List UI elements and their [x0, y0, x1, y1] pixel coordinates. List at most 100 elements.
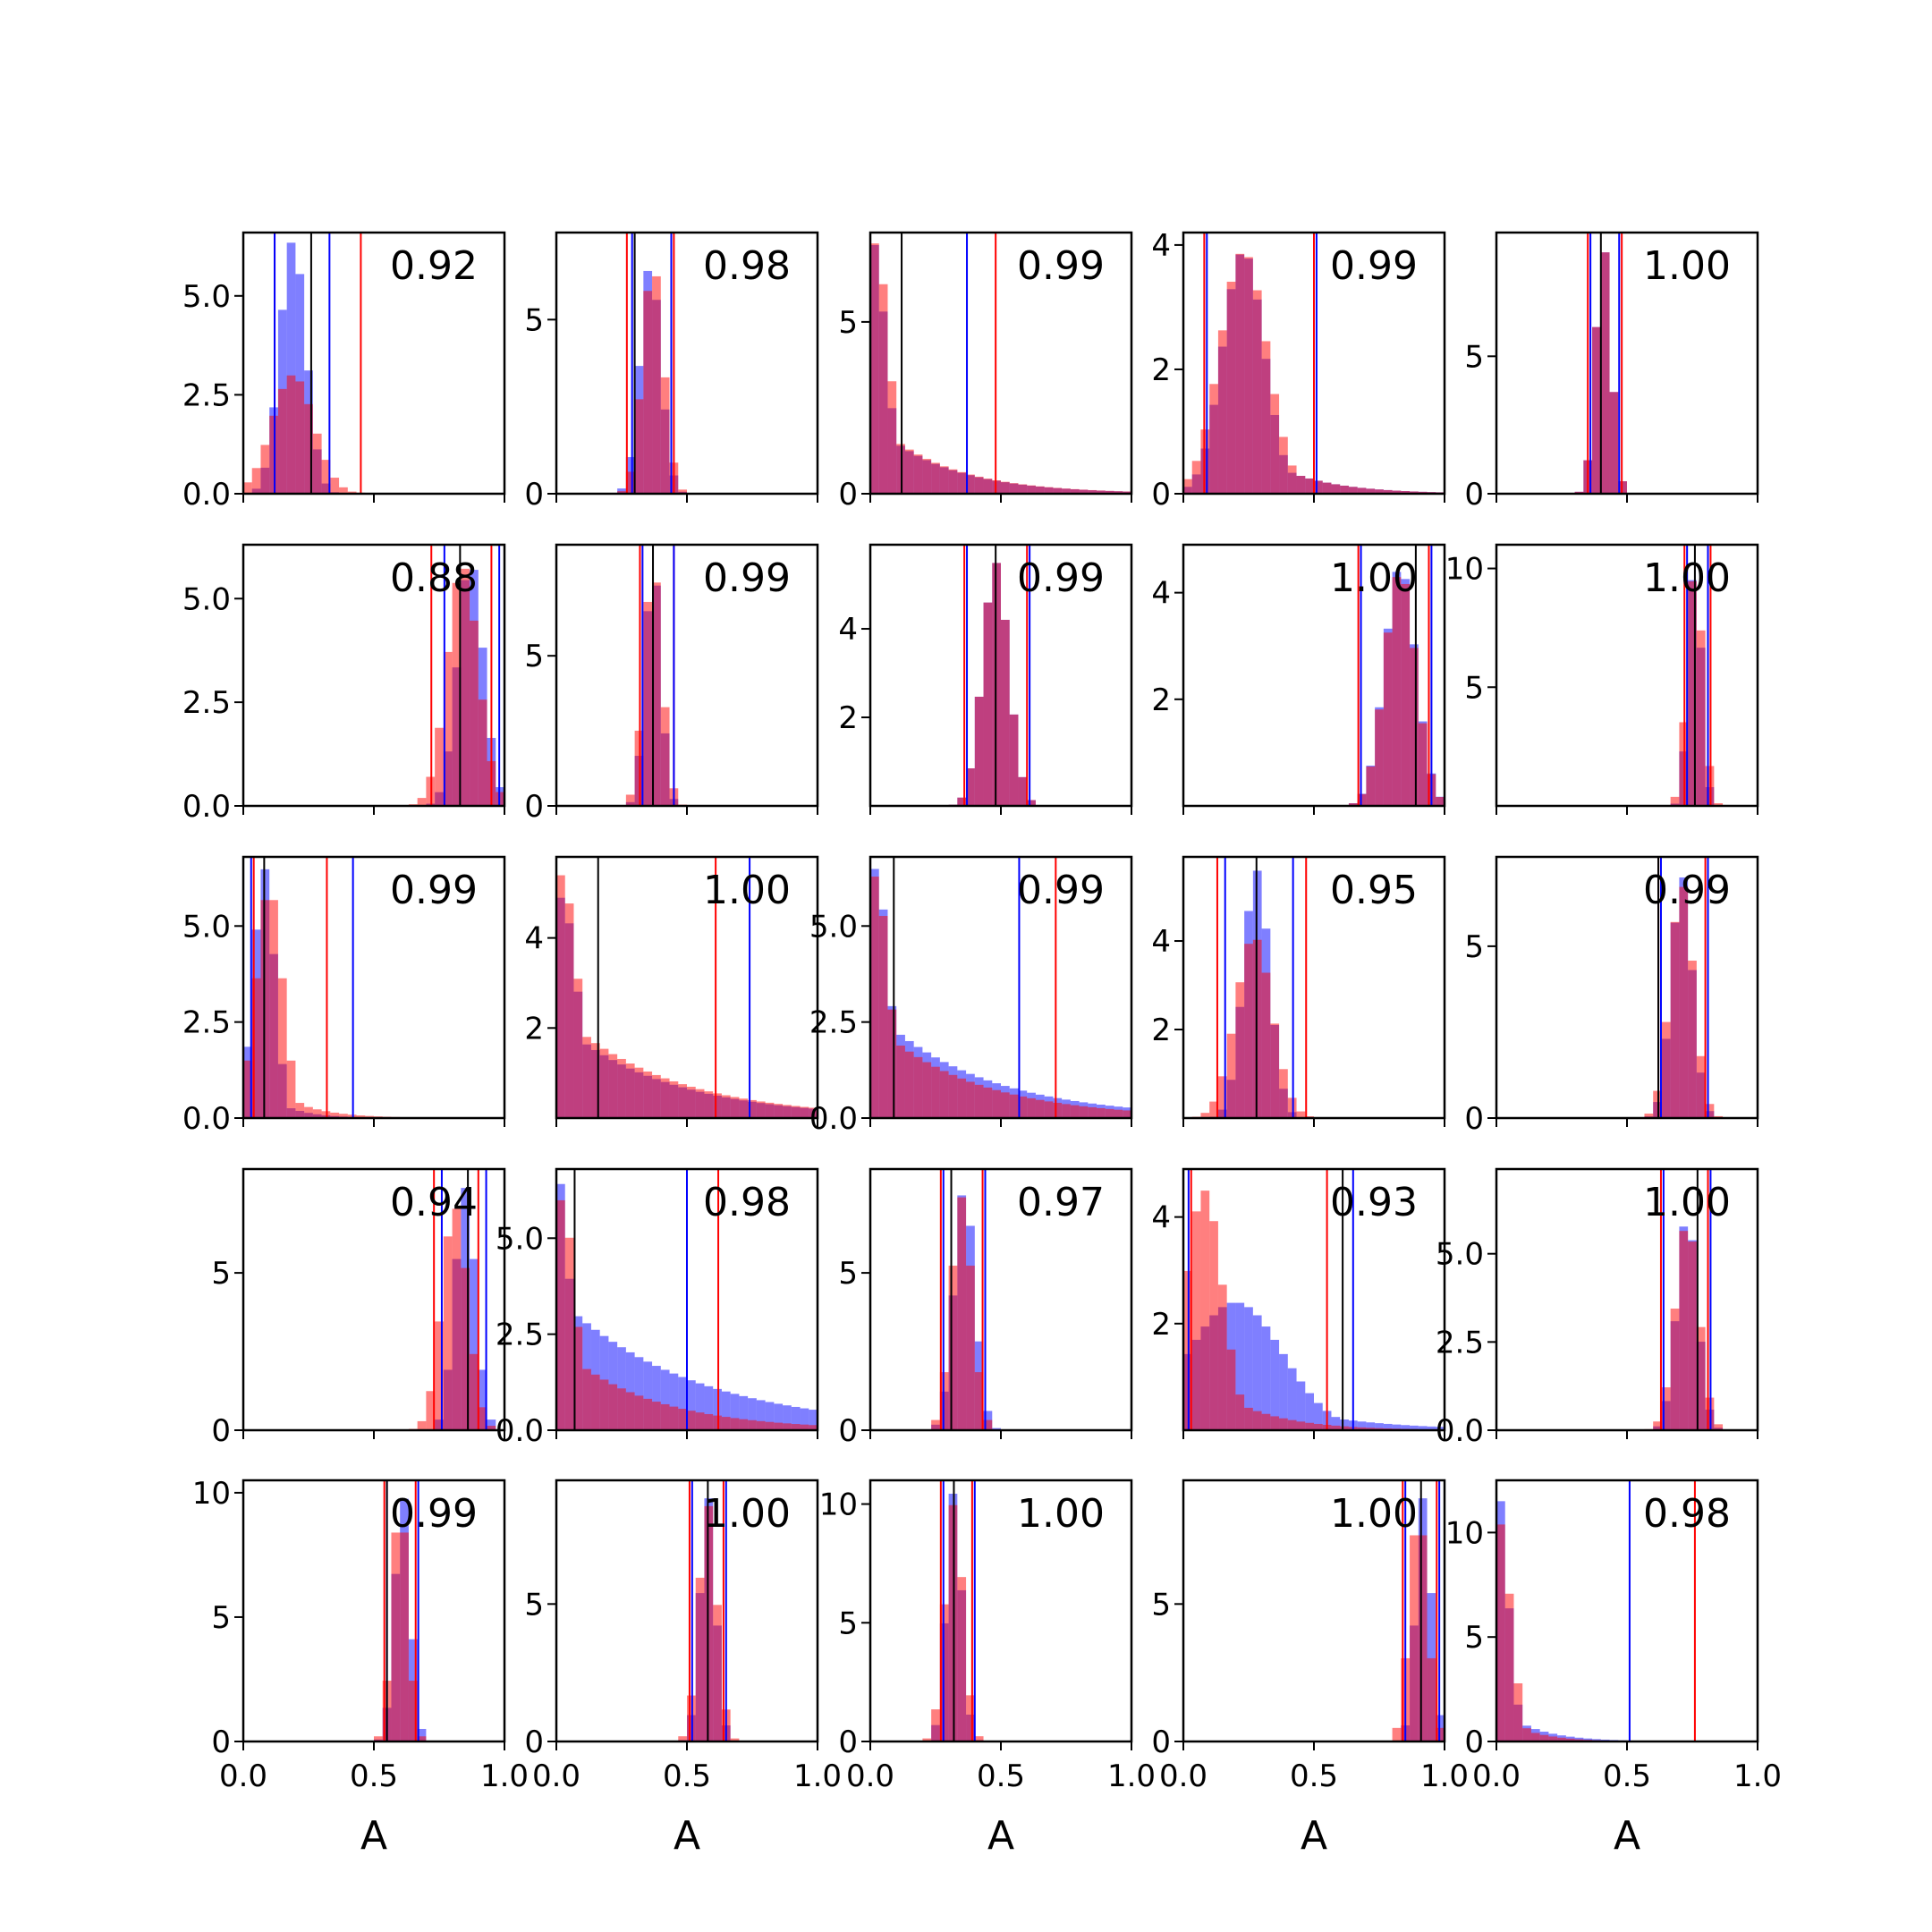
panel-annotation: 0.94 [390, 1180, 478, 1225]
histogram-bar-red [1123, 491, 1131, 494]
histogram-bar-red [660, 1403, 670, 1430]
x-tick-label: 1.0 [480, 1758, 529, 1794]
histogram-bar-red [1679, 886, 1689, 1118]
histogram-bar-red [608, 1054, 618, 1118]
histogram-bar-red [1436, 796, 1445, 806]
histogram-bar-red [625, 794, 635, 806]
histogram-bar-red [966, 1695, 975, 1741]
histogram-bar-red [564, 1237, 574, 1430]
histogram-bar-red [478, 1407, 487, 1430]
y-tick-label: 2.5 [182, 377, 231, 413]
histogram-bar-blue [634, 1357, 644, 1430]
histogram-bar-red [678, 1084, 687, 1118]
histogram-bar-red [652, 1402, 661, 1430]
histogram-bar-red [966, 1266, 975, 1430]
histogram-bar-red [660, 377, 670, 494]
y-tick-label: 5 [1464, 1620, 1484, 1656]
histogram-bar-blue [1392, 1424, 1402, 1430]
histogram-bar-red [1296, 1421, 1306, 1430]
histogram-bar-red [1688, 580, 1697, 806]
histogram-bar-red [992, 1089, 1001, 1118]
histogram-bar-red [1427, 1657, 1436, 1741]
histogram-bar-red [461, 1267, 470, 1430]
histogram-bar-red [312, 1109, 322, 1118]
histogram-bar-red [1287, 1419, 1297, 1430]
histogram-bar-red [1496, 1524, 1505, 1741]
histogram-bar-red [1027, 800, 1036, 806]
panel-plot-area [374, 1480, 427, 1741]
histogram-bar-red [1357, 1427, 1367, 1430]
histogram-bar-red [652, 275, 661, 494]
histogram-bar-red [870, 243, 879, 494]
panel-2-3: 0.95 2 4 [1151, 855, 1446, 1127]
histogram-bar-blue [1427, 1426, 1436, 1430]
panel-plot-area [408, 1169, 504, 1430]
histogram-bar-red [1714, 803, 1724, 806]
histogram-bar-blue [417, 1728, 427, 1741]
histogram-bar-red [800, 1424, 809, 1430]
histogram-bar-red [1305, 1422, 1314, 1430]
histogram-bar-blue [1340, 1419, 1349, 1430]
panel-annotation: 0.92 [390, 243, 478, 289]
x-tick-label: 0.5 [1290, 1758, 1338, 1794]
panel-plot-area [243, 233, 366, 494]
panel-2-1: 1.00 2 4 [524, 855, 819, 1127]
histogram-bar-red [1322, 482, 1332, 494]
histogram-bar-red [730, 1097, 740, 1118]
panel-plot-area [922, 1480, 984, 1741]
y-tick-label: 5 [524, 639, 544, 674]
histogram-bar-red [1209, 1101, 1218, 1118]
histogram-bar-blue [730, 1394, 740, 1430]
histogram-bar-red [643, 1071, 653, 1118]
histogram-bar-red [582, 1037, 591, 1118]
x-axis-label: A [674, 1813, 700, 1859]
histogram-bar-red [1018, 1096, 1028, 1118]
panel-0-2: 0.99 0 5 [838, 231, 1133, 513]
histogram-bar-red [1088, 1106, 1097, 1118]
histogram-bar-red [739, 1419, 749, 1430]
panel-annotation: 0.99 [390, 868, 478, 913]
panel-plot-area [556, 857, 818, 1118]
histogram-bar-red [417, 1420, 427, 1430]
histogram-bar-red [1035, 486, 1045, 494]
histogram-bar-red [1261, 1413, 1271, 1430]
x-tick-label: 0.0 [846, 1758, 894, 1794]
histogram-bar-red [1557, 1737, 1566, 1741]
panel-3-1: 0.98 0.0 2.5 5.0 [496, 1167, 819, 1449]
histogram-bar-blue [721, 1391, 731, 1430]
histogram-bar-blue [1418, 1426, 1428, 1430]
histogram-bar-red [957, 1577, 967, 1741]
y-tick-label: 0 [838, 1724, 858, 1760]
histogram-bar-red [1418, 723, 1428, 806]
histogram-bar-red [1600, 252, 1610, 494]
histogram-bar-red [564, 903, 574, 1118]
histogram-bar-red [931, 1419, 940, 1430]
histogram-bar-red [1279, 436, 1288, 494]
histogram-bar-red [452, 582, 462, 806]
y-tick-label: 0.0 [809, 1101, 858, 1137]
histogram-bar-red [1705, 1104, 1715, 1118]
histogram-bar-red [1114, 491, 1123, 494]
histogram-bar-red [1296, 1111, 1306, 1118]
panel-plot-area [1670, 545, 1724, 806]
y-tick-label: 10 [819, 1487, 858, 1523]
histogram-bar-red [974, 1736, 984, 1741]
histogram-bar-red [1548, 1736, 1558, 1741]
histogram-bar-red [913, 454, 923, 494]
histogram-bar-red [643, 291, 653, 494]
histogram-bar-red [974, 696, 984, 806]
histogram-bar-red [339, 487, 348, 494]
histogram-bar-red [652, 582, 661, 806]
panel-annotation: 0.97 [1017, 1180, 1105, 1225]
histogram-bar-red [321, 460, 331, 494]
histogram-bar-red [1688, 1241, 1697, 1430]
panel-plot-area [1644, 857, 1724, 1118]
histogram-bar-red [286, 375, 296, 494]
y-tick-label: 4 [524, 921, 544, 957]
histogram-bar-blue [1279, 1353, 1288, 1430]
panel-annotation: 0.99 [1017, 555, 1105, 601]
histogram-bar-red [983, 1087, 993, 1118]
histogram-bar-blue [1305, 1393, 1314, 1430]
histogram-bar-red [1044, 1101, 1054, 1118]
